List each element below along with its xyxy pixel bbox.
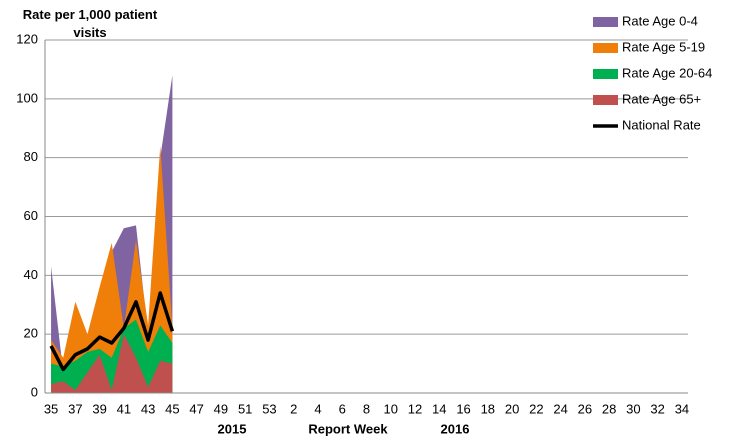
x-tick-label: 8 <box>363 401 370 416</box>
x-tick-label: 12 <box>408 401 422 416</box>
x-tick-label: 49 <box>214 401 228 416</box>
x-tick-label: 45 <box>165 401 179 416</box>
x-tick-label: 41 <box>117 401 131 416</box>
y-tick-label: 0 <box>31 384 38 399</box>
x-tick-label: 51 <box>238 401 252 416</box>
x-tick-label: 35 <box>44 401 58 416</box>
x-tick-label: 20 <box>505 401 519 416</box>
area <box>51 334 173 393</box>
y-tick-label: 20 <box>24 326 38 341</box>
x-tick-label: 43 <box>141 401 155 416</box>
x-tick-label: 53 <box>262 401 276 416</box>
y-tick-label: 120 <box>16 31 38 46</box>
line <box>49 291 175 372</box>
x-tick-label: 30 <box>626 401 640 416</box>
legend-swatch <box>593 17 618 27</box>
x-tick-label: 6 <box>339 401 346 416</box>
x-tick-label: 28 <box>602 401 616 416</box>
y-tick-label: 80 <box>24 149 38 164</box>
y-tick-label: 100 <box>16 90 38 105</box>
legend-label: Rate Age 20-64 <box>622 65 712 80</box>
legend-label: Rate Age 65+ <box>622 91 701 106</box>
year-label: 2016 <box>441 421 470 436</box>
y-axis-title: Rate per 1,000 patient visits <box>22 7 158 40</box>
legend-label: Rate Age 5-19 <box>622 39 705 54</box>
legend-label: National Rate <box>622 117 701 132</box>
legend-swatch <box>593 43 618 53</box>
y-tick-label: 40 <box>24 267 38 282</box>
x-tick-label: 22 <box>529 401 543 416</box>
x-tick-label: 47 <box>189 401 203 416</box>
year-label: 2015 <box>218 421 247 436</box>
area <box>51 145 173 393</box>
x-tick-label: 18 <box>481 401 495 416</box>
y-tick-label: 60 <box>24 208 38 223</box>
x-axis-title: Report Week <box>308 421 388 436</box>
x-tick-label: 14 <box>432 401 446 416</box>
x-tick-label: 10 <box>384 401 398 416</box>
x-tick-label: 26 <box>578 401 592 416</box>
x-tick-label: 16 <box>456 401 470 416</box>
x-tick-label: 34 <box>675 401 689 416</box>
legend-swatch <box>593 69 618 79</box>
legend-swatch <box>593 95 618 105</box>
x-tick-label: 2 <box>290 401 297 416</box>
x-tick-label: 32 <box>650 401 664 416</box>
x-tick-label: 37 <box>68 401 82 416</box>
x-tick-label: 4 <box>314 401 321 416</box>
legend-label: Rate Age 0-4 <box>622 13 698 28</box>
x-tick-label: 24 <box>553 401 567 416</box>
x-tick-label: 39 <box>92 401 106 416</box>
